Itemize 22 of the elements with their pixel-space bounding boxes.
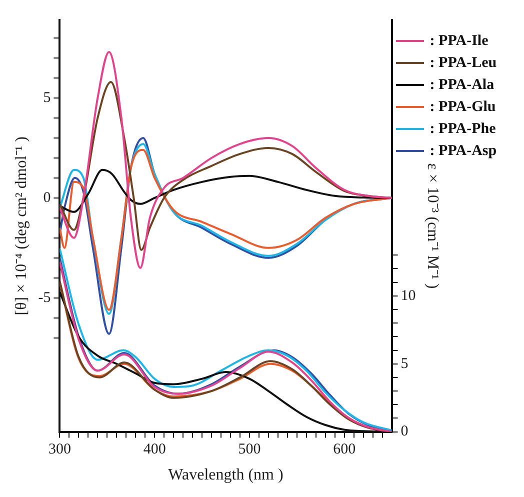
legend-label: : PPA-Asp [430, 142, 497, 161]
y2-axis-title: ε × 10⁻³ (cm⁻¹ M⁻¹ ) [424, 163, 442, 289]
x-tick-label: 600 [333, 442, 356, 458]
line-series [60, 168, 392, 213]
y2-tick-label: 0 [400, 424, 408, 440]
y2-tick-label: 5 [400, 356, 408, 372]
legend-label: : PPA-Ala [430, 76, 494, 95]
y-axis-title: [θ] × 10⁻⁴ (deg cm² dmol⁻¹ ) [12, 136, 30, 316]
legend-label: : PPA-Ile [430, 32, 488, 51]
y-tick-label: -5 [38, 290, 51, 306]
line-series [60, 80, 392, 251]
line-series [60, 50, 392, 269]
legend-label: : PPA-Glu [430, 98, 496, 117]
y-tick-label: 5 [43, 90, 51, 106]
x-tick-label: 400 [143, 442, 166, 458]
x-tick-label: 500 [238, 442, 261, 458]
x-tick-label: 300 [48, 442, 71, 458]
legend-label: : PPA-Leu [430, 54, 497, 73]
x-axis-title: Wavelength (nm ) [168, 466, 284, 484]
y-tick-label: 0 [43, 190, 51, 206]
legend-label: : PPA-Phe [430, 120, 496, 139]
y2-tick-label: 10 [400, 288, 416, 304]
